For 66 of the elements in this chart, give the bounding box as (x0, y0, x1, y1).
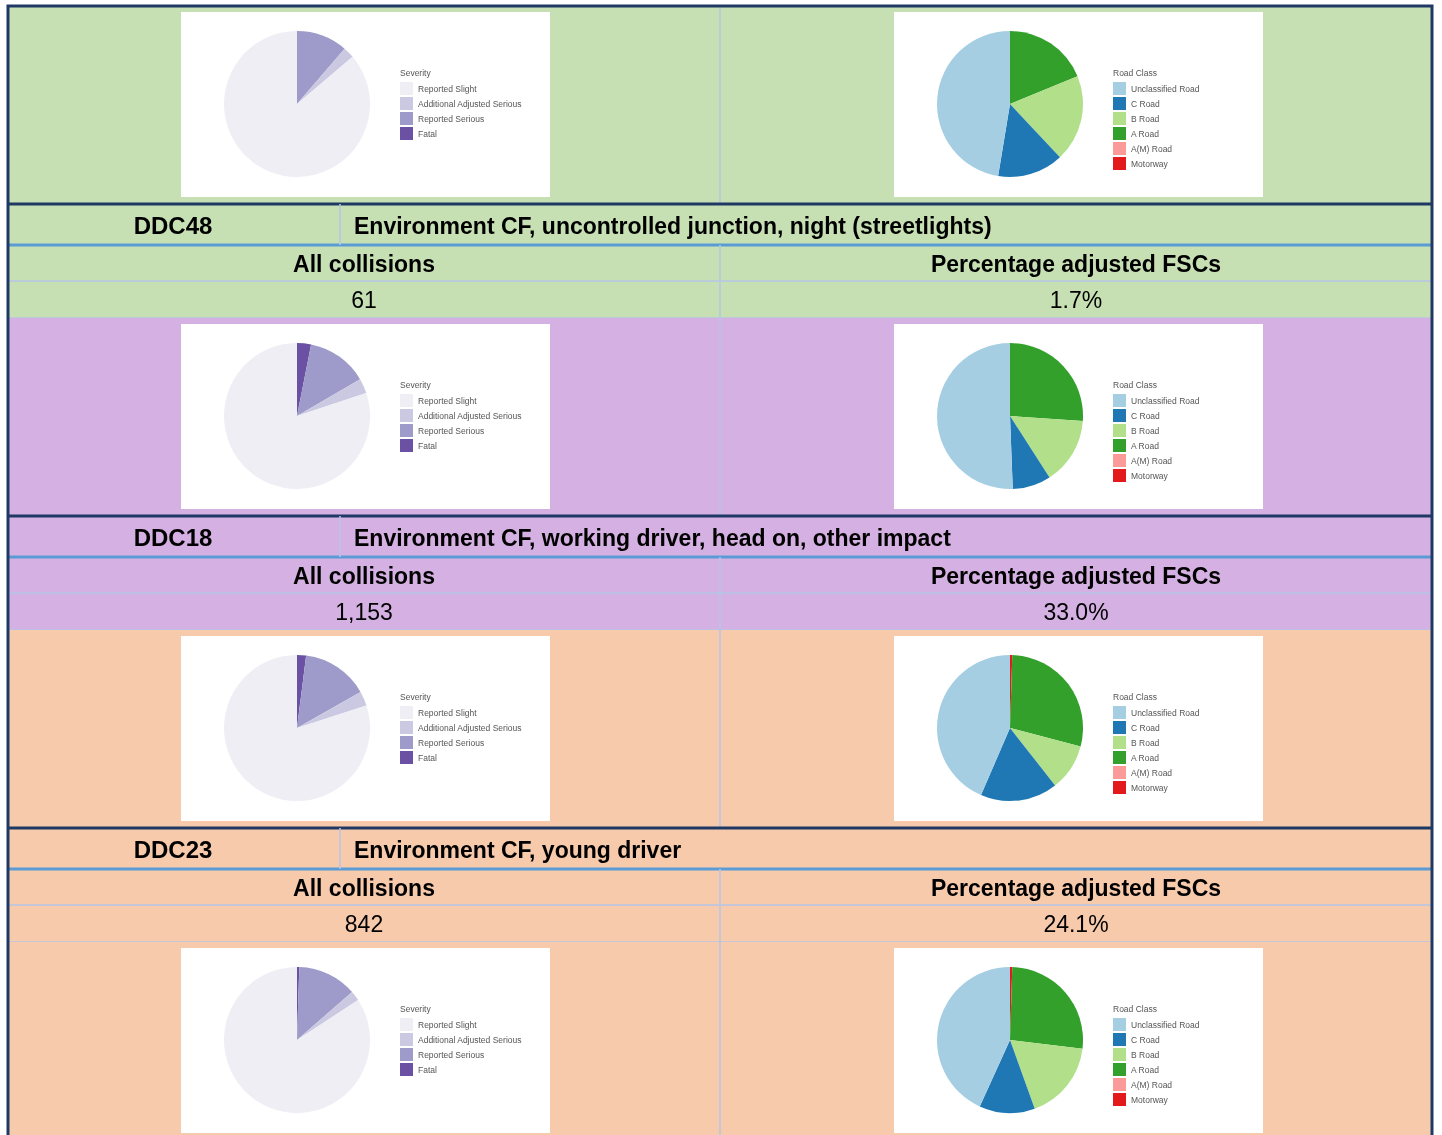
text: 61 (351, 287, 377, 313)
legend-title: Severity (400, 692, 432, 702)
legend-label: Additional Adjusted Serious (418, 99, 522, 109)
legend-label: Additional Adjusted Serious (418, 723, 522, 733)
legend-label: Reported Slight (418, 1020, 478, 1030)
text: DDC23 (133, 836, 213, 863)
legend-title: Road Class (1113, 692, 1157, 702)
legend-label: Fatal (418, 441, 438, 451)
legend-label: Fatal (418, 1065, 438, 1075)
legend-title: Severity (400, 1004, 432, 1014)
legend-label: C Road (1131, 1035, 1161, 1045)
text: Percentage adjusted FSCs (930, 251, 1222, 277)
text: All collisions (293, 563, 435, 589)
text: Environment CF, young driver (354, 837, 682, 863)
legend-title: Severity (400, 68, 432, 78)
legend-label: Fatal (418, 129, 438, 139)
text: 33.0% (1043, 599, 1109, 625)
legend-label: A Road (1131, 129, 1160, 139)
text: Percentage adjusted FSCs (930, 875, 1222, 901)
legend-label: A(M) Road (1131, 1080, 1173, 1090)
text: 1.7% (1049, 287, 1103, 313)
legend-title: Severity (400, 380, 432, 390)
legend-label: A Road (1131, 753, 1160, 763)
legend-label: A Road (1131, 1065, 1160, 1075)
text: DDC48 (133, 212, 213, 239)
text: Environment CF, uncontrolled junction, night (streetlights) (354, 213, 992, 239)
legend-label: A Road (1131, 441, 1160, 451)
text: DDC18 (133, 524, 213, 551)
legend-label: Additional Adjusted Serious (418, 1035, 522, 1045)
legend-label: B Road (1131, 114, 1160, 124)
legend-label: Motorway (1131, 471, 1169, 481)
text: Environment CF, working driver, head on, other impact (354, 525, 952, 551)
legend-label: Additional Adjusted Serious (418, 411, 522, 421)
text: Percentage adjusted FSCs (930, 563, 1222, 589)
legend-label: Reported Serious (418, 1050, 485, 1060)
text: 24.1% (1043, 911, 1109, 937)
legend-label: Motorway (1131, 783, 1169, 793)
legend-label: Unclassified Road (1131, 396, 1200, 406)
legend-title: Road Class (1113, 1004, 1157, 1014)
legend-label: B Road (1131, 738, 1160, 748)
legend-label: C Road (1131, 723, 1161, 733)
legend-label: B Road (1131, 426, 1160, 436)
legend-label: Reported Serious (418, 114, 485, 124)
legend-label: Reported Serious (418, 426, 485, 436)
legend-label: Reported Slight (418, 396, 478, 406)
legend-label: A(M) Road (1131, 768, 1173, 778)
legend-label: Motorway (1131, 159, 1169, 169)
legend-label: Reported Slight (418, 708, 478, 718)
legend-label: Reported Slight (418, 84, 478, 94)
legend-label: Unclassified Road (1131, 708, 1200, 718)
legend-label: Unclassified Road (1131, 1020, 1200, 1030)
legend-title: Road Class (1113, 380, 1157, 390)
legend-label: Reported Serious (418, 738, 485, 748)
text: 842 (344, 911, 384, 937)
legend-label: Fatal (418, 753, 438, 763)
legend-title: Road Class (1113, 68, 1157, 78)
text: All collisions (293, 251, 435, 277)
legend-label: C Road (1131, 99, 1161, 109)
text: 1,153 (335, 599, 393, 625)
legend-label: B Road (1131, 1050, 1160, 1060)
legend-label: A(M) Road (1131, 456, 1173, 466)
legend-label: C Road (1131, 411, 1161, 421)
legend-label: A(M) Road (1131, 144, 1173, 154)
text: All collisions (293, 875, 435, 901)
legend-label: Unclassified Road (1131, 84, 1200, 94)
legend-label: Motorway (1131, 1095, 1169, 1105)
